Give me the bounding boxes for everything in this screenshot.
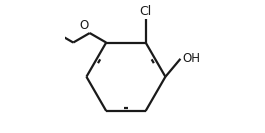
Text: Cl: Cl xyxy=(140,5,152,18)
Text: OH: OH xyxy=(182,52,200,65)
Text: O: O xyxy=(80,19,89,32)
